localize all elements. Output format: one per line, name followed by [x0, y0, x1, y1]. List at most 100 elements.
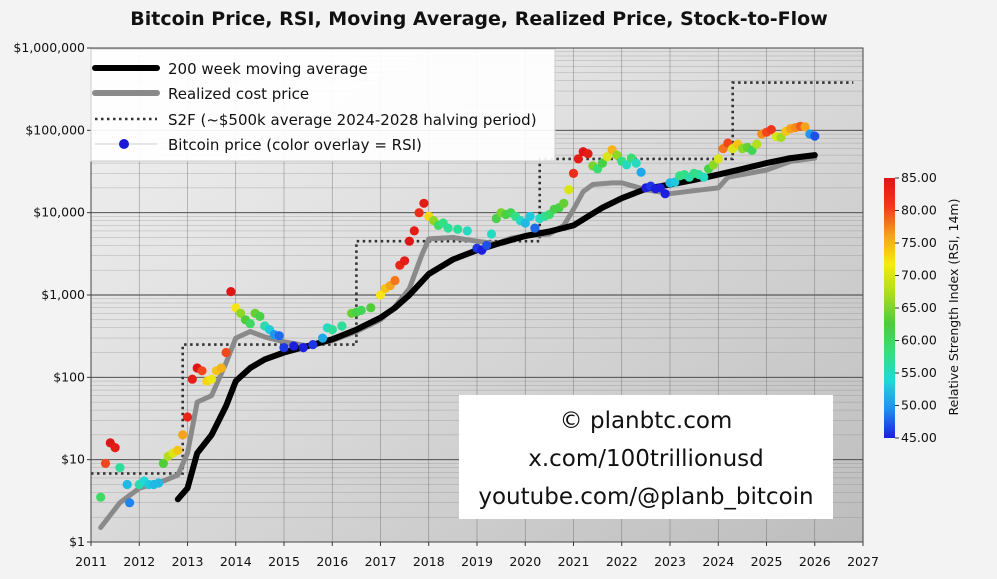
x-tick-label: 2018: [413, 554, 445, 569]
x-axis: 2011 2012 2013 2014 2015 2016 2017 2018 2019 2020…: [75, 542, 879, 569]
legend-label-ma: 200 week moving average: [168, 60, 368, 78]
price-point: [178, 430, 188, 440]
s2f-line: [91, 81, 854, 475]
x-tick-label: 2013: [172, 554, 204, 569]
price-point: [337, 321, 347, 331]
colorbar-tick-label: 75.00: [901, 235, 937, 250]
y-tick-label: $1,000: [41, 287, 85, 302]
x-tick-label: 2016: [316, 554, 348, 569]
price-point: [766, 125, 776, 135]
x-tick-label: 2014: [220, 554, 252, 569]
colorbar-tick-label: 65.00: [901, 300, 937, 315]
colorbar-label: Relative Strength Index (RSI, 14m): [946, 199, 961, 416]
moving-average-series: [174, 152, 818, 503]
price-point: [699, 172, 709, 182]
price-point: [245, 319, 255, 329]
price-points: [96, 121, 820, 508]
y-axis: $1 $10 $100 $1,000 $10,000 $100,000 $1,000,000: [13, 40, 91, 549]
price-point: [173, 445, 183, 455]
price-point: [366, 303, 376, 313]
x-tick-label: 2027: [847, 554, 879, 569]
colorbar-tick-label: 55.00: [901, 365, 937, 380]
x-tick-label: 2022: [606, 554, 638, 569]
colorbar-tick-label: 80.00: [901, 203, 937, 218]
price-point: [115, 463, 125, 473]
y-tick-label: $1: [69, 534, 85, 549]
price-point: [308, 340, 318, 350]
price-point: [122, 479, 132, 490]
x-tick-label: 2023: [654, 554, 686, 569]
x-tick-label: 2019: [461, 554, 493, 569]
x-tick-label: 2024: [702, 554, 734, 569]
colorbar-tick-label: 50.00: [901, 398, 937, 413]
legend-label-realized: Realized cost price: [168, 85, 309, 103]
y-tick-label: $100,000: [25, 122, 85, 137]
price-point: [443, 223, 453, 233]
price-point: [525, 211, 535, 221]
price-point: [713, 154, 723, 164]
price-point: [375, 290, 386, 300]
x-tick-label: 2025: [751, 554, 783, 569]
x-tick-label: 2021: [558, 554, 590, 569]
price-point: [404, 236, 414, 246]
price-point: [631, 158, 641, 168]
price-point: [810, 131, 820, 141]
x-tick-label: 2026: [799, 554, 831, 569]
price-point: [236, 308, 246, 318]
y-tick-label: $10,000: [33, 205, 85, 220]
price-point: [96, 492, 106, 502]
price-point: [520, 218, 530, 228]
x-tick-label: 2017: [365, 554, 397, 569]
x-tick-label: 2012: [123, 554, 155, 569]
credits-background: [459, 395, 833, 519]
credits-box: © planbtc.com x.com/100trillionusd youtu…: [459, 395, 833, 519]
price-point: [583, 149, 593, 159]
price-point: [752, 139, 762, 149]
price-point: [158, 458, 168, 468]
colorbar-ticks: 85.00 80.00 75.00 70.00 65.00 60.00 55.00 50.00…: [895, 170, 937, 445]
price-point: [597, 158, 608, 168]
legend-box: [90, 48, 556, 162]
y-tick-label: $1,000,000: [13, 40, 85, 55]
price-point: [318, 333, 328, 343]
price-point: [568, 168, 579, 178]
x-tick-label: 2011: [75, 554, 107, 569]
chart-title: Bitcoin Price, RSI, Moving Average, Real…: [130, 8, 828, 30]
price-point: [409, 226, 419, 236]
price-point: [125, 498, 135, 508]
price-point: [356, 305, 366, 315]
price-point: [289, 341, 299, 351]
price-point: [226, 287, 236, 297]
price-point: [636, 167, 646, 177]
y-tick-label: $10: [61, 452, 85, 467]
price-point: [670, 177, 680, 187]
x-tick-label: 2020: [509, 554, 541, 569]
credit-planbtc: © planbtc.com: [560, 408, 733, 434]
plot-frame: [90, 47, 864, 543]
price-point: [216, 363, 226, 373]
price-point: [100, 458, 111, 468]
price-point: [298, 343, 308, 353]
colorbar-gradient: [884, 178, 895, 438]
y-tick-label: $100: [53, 369, 85, 384]
colorbar-tick-label: 70.00: [901, 268, 937, 283]
price-point: [462, 226, 472, 236]
legend-label-s2f: S2F (~$500k average 2024-2028 halving pe…: [168, 111, 537, 129]
price-point: [197, 366, 207, 376]
price-point: [482, 240, 492, 250]
price-point: [747, 145, 757, 155]
realized-price-line: [98, 155, 818, 530]
legend-label-price: Bitcoin price (color overlay = RSI): [168, 136, 422, 154]
price-point: [110, 443, 120, 453]
colorbar-tick-label: 60.00: [901, 333, 937, 348]
legend: 200 week moving average Realized cost pr…: [90, 48, 556, 162]
price-point: [486, 229, 497, 239]
price-point: [612, 150, 622, 160]
price-point: [279, 343, 289, 353]
price-point: [400, 256, 410, 266]
price-point: [419, 198, 429, 208]
price-point: [602, 152, 612, 162]
price-point: [255, 311, 265, 321]
